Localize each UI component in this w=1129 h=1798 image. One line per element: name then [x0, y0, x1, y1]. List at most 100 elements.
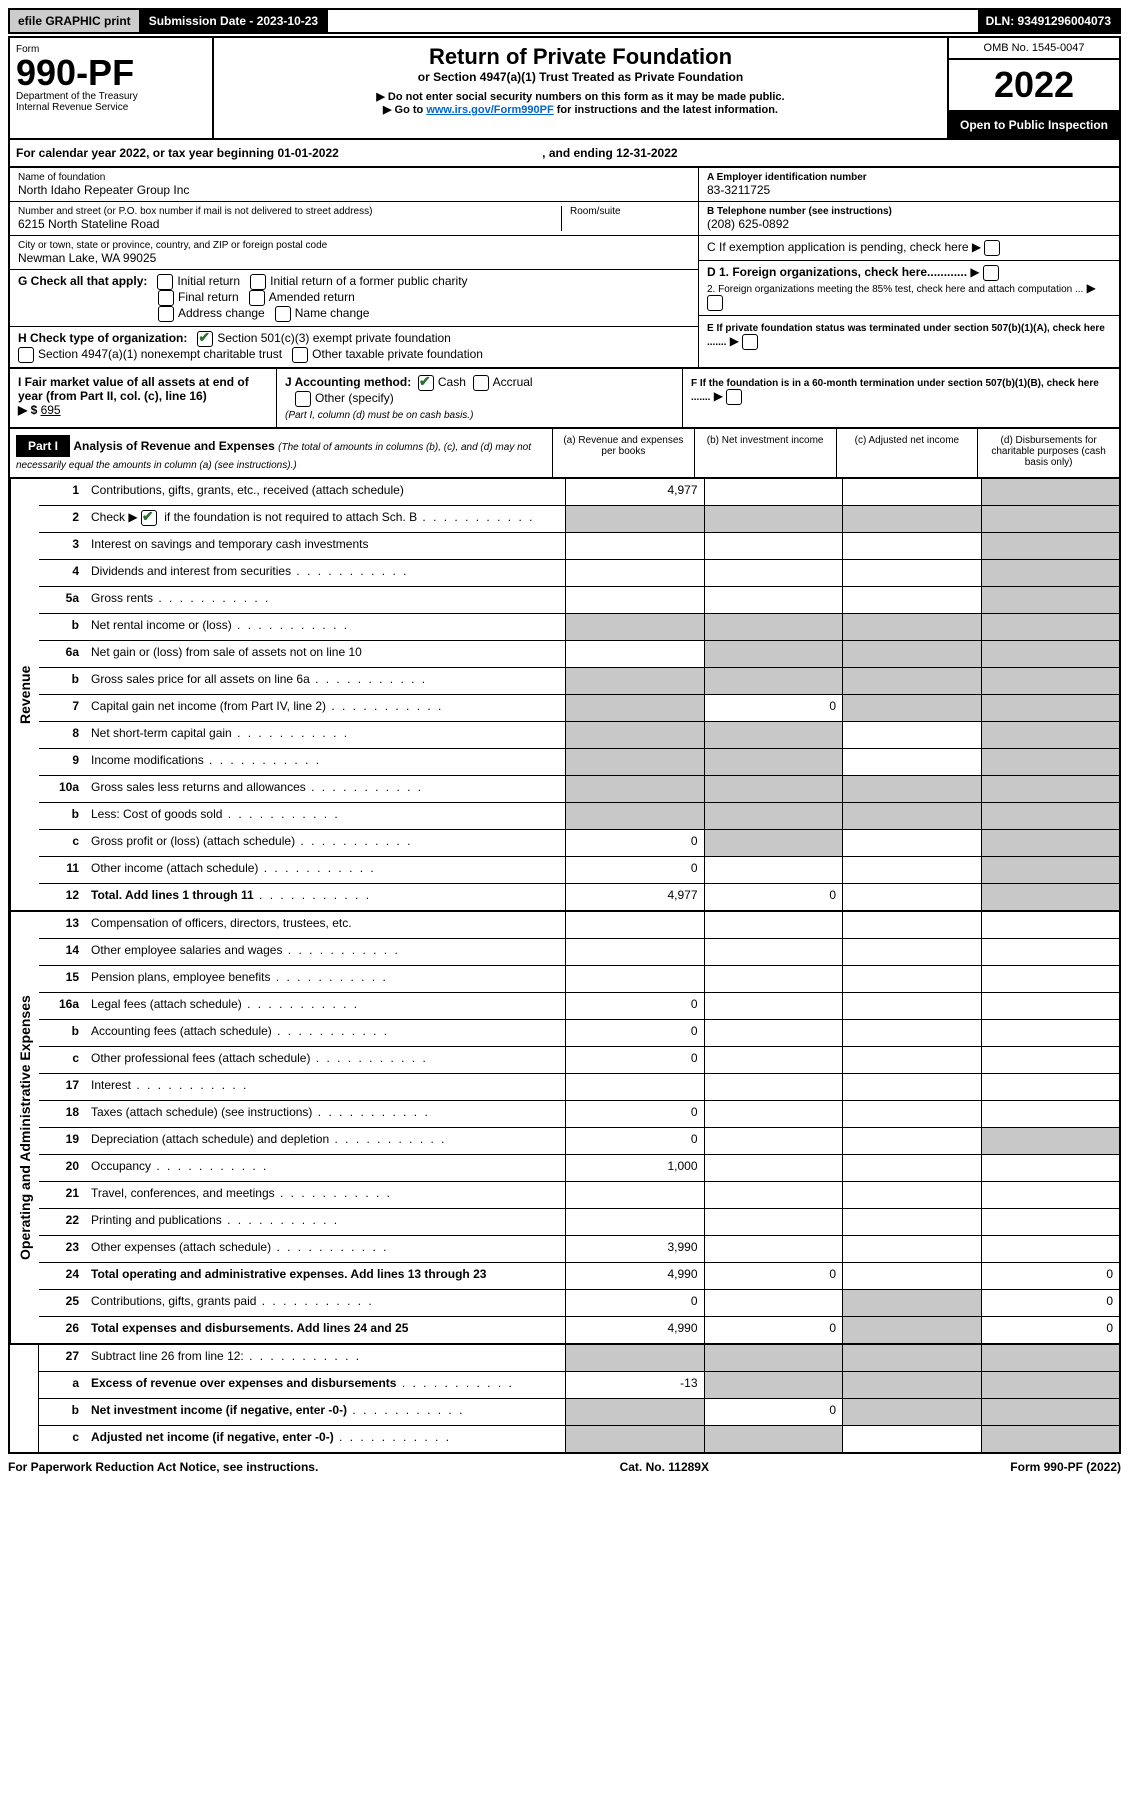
table-row: c Gross profit or (loss) (attach schedul…: [39, 830, 1119, 857]
table-row: 4 Dividends and interest from securities: [39, 560, 1119, 587]
table-row: c Other professional fees (attach schedu…: [39, 1047, 1119, 1074]
street-label: Number and street (or P.O. box number if…: [18, 206, 561, 217]
table-row: 21 Travel, conferences, and meetings: [39, 1182, 1119, 1209]
table-row: 6a Net gain or (loss) from sale of asset…: [39, 641, 1119, 668]
revenue-side-label: Revenue: [10, 479, 39, 910]
table-row: 14 Other employee salaries and wages: [39, 939, 1119, 966]
table-row: b Gross sales price for all assets on li…: [39, 668, 1119, 695]
entity-info: Name of foundation North Idaho Repeater …: [8, 168, 1121, 369]
amended-return-checkbox[interactable]: [249, 290, 265, 306]
street-address: 6215 North Stateline Road: [18, 217, 561, 231]
revenue-section: Revenue 1 Contributions, gifts, grants, …: [8, 479, 1121, 912]
irs-link[interactable]: www.irs.gov/Form990PF: [426, 104, 553, 116]
form-header: Form 990-PF Department of the Treasury I…: [8, 36, 1121, 140]
accrual-checkbox[interactable]: [473, 375, 489, 391]
foreign-org-checkbox[interactable]: [983, 265, 999, 281]
col-c-header: (c) Adjusted net income: [837, 429, 979, 477]
table-row: 3 Interest on savings and temporary cash…: [39, 533, 1119, 560]
table-row: 5a Gross rents: [39, 587, 1119, 614]
exemption-pending-checkbox[interactable]: [984, 240, 1000, 256]
phone-label: B Telephone number (see instructions): [707, 206, 1111, 217]
section-h: H Check type of organization: Section 50…: [10, 327, 698, 367]
60month-checkbox[interactable]: [726, 389, 742, 405]
fmv-label: I Fair market value of all assets at end…: [18, 375, 249, 403]
table-row: 16a Legal fees (attach schedule) 0: [39, 993, 1119, 1020]
former-charity-checkbox[interactable]: [250, 274, 266, 290]
calendar-year-row: For calendar year 2022, or tax year begi…: [8, 140, 1121, 168]
table-row: 1 Contributions, gifts, grants, etc., re…: [39, 479, 1119, 506]
section-i-j-f: I Fair market value of all assets at end…: [8, 369, 1121, 429]
4947-checkbox[interactable]: [18, 347, 34, 363]
form-number: 990-PF: [16, 55, 206, 91]
expense-section: Operating and Administrative Expenses 13…: [8, 912, 1121, 1345]
table-row: 2 Check ▶ if the foundation is not requi…: [39, 506, 1119, 533]
phone-value: (208) 625-0892: [707, 217, 1111, 231]
table-row: 25 Contributions, gifts, grants paid 0 0: [39, 1290, 1119, 1317]
table-row: b Accounting fees (attach schedule) 0: [39, 1020, 1119, 1047]
table-row: 24 Total operating and administrative ex…: [39, 1263, 1119, 1290]
col-b-header: (b) Net investment income: [695, 429, 837, 477]
form-title: Return of Private Foundation: [220, 44, 941, 70]
section-e: E If private foundation status was termi…: [699, 316, 1119, 354]
table-row: b Net investment income (if negative, en…: [39, 1399, 1119, 1426]
form-subtitle: or Section 4947(a)(1) Trust Treated as P…: [220, 70, 941, 84]
part1-label: Part I: [16, 435, 70, 457]
initial-return-checkbox[interactable]: [157, 274, 173, 290]
efile-print-button[interactable]: efile GRAPHIC print: [10, 10, 141, 32]
top-bar: efile GRAPHIC print Submission Date - 20…: [8, 8, 1121, 34]
table-row: 20 Occupancy 1,000: [39, 1155, 1119, 1182]
other-taxable-checkbox[interactable]: [292, 347, 308, 363]
table-row: b Less: Cost of goods sold: [39, 803, 1119, 830]
summary-section: 27 Subtract line 26 from line 12: a Exce…: [8, 1345, 1121, 1454]
table-row: a Excess of revenue over expenses and di…: [39, 1372, 1119, 1399]
city-label: City or town, state or province, country…: [18, 240, 690, 251]
expense-side-label: Operating and Administrative Expenses: [10, 912, 39, 1343]
tax-year: 2022: [949, 60, 1119, 112]
dln: DLN: 93491296004073: [978, 10, 1119, 32]
submission-date: Submission Date - 2023-10-23: [141, 10, 328, 32]
irs-label: Internal Revenue Service: [16, 102, 206, 113]
table-row: b Net rental income or (loss): [39, 614, 1119, 641]
table-row: 10a Gross sales less returns and allowan…: [39, 776, 1119, 803]
open-inspection: Open to Public Inspection: [949, 112, 1119, 138]
fmv-value: 695: [41, 403, 61, 417]
page-footer: For Paperwork Reduction Act Notice, see …: [8, 1454, 1121, 1480]
foreign-85-checkbox[interactable]: [707, 295, 723, 311]
name-label: Name of foundation: [18, 172, 690, 183]
table-row: 12 Total. Add lines 1 through 11 4,977 0: [39, 884, 1119, 910]
cat-number: Cat. No. 11289X: [620, 1460, 709, 1474]
table-row: 11 Other income (attach schedule) 0: [39, 857, 1119, 884]
ssn-note: ▶ Do not enter social security numbers o…: [220, 90, 941, 103]
section-c: C If exemption application is pending, c…: [699, 236, 1119, 261]
ein-value: 83-3211725: [707, 183, 1111, 197]
city-state-zip: Newman Lake, WA 99025: [18, 251, 690, 265]
table-row: 18 Taxes (attach schedule) (see instruct…: [39, 1101, 1119, 1128]
table-row: 15 Pension plans, employee benefits: [39, 966, 1119, 993]
501c3-checkbox[interactable]: [197, 331, 213, 347]
other-method-checkbox[interactable]: [295, 391, 311, 407]
name-change-checkbox[interactable]: [275, 306, 291, 322]
form-ref: Form 990-PF (2022): [1010, 1460, 1121, 1474]
goto-note: ▶ Go to www.irs.gov/Form990PF for instru…: [220, 103, 941, 116]
table-row: 9 Income modifications: [39, 749, 1119, 776]
table-row: 17 Interest: [39, 1074, 1119, 1101]
col-a-header: (a) Revenue and expenses per books: [553, 429, 695, 477]
sch-b-checkbox[interactable]: [141, 510, 157, 526]
table-row: 27 Subtract line 26 from line 12:: [39, 1345, 1119, 1372]
omb-number: OMB No. 1545-0047: [949, 38, 1119, 60]
table-row: 19 Depreciation (attach schedule) and de…: [39, 1128, 1119, 1155]
address-change-checkbox[interactable]: [158, 306, 174, 322]
foundation-name: North Idaho Repeater Group Inc: [18, 183, 690, 197]
ein-label: A Employer identification number: [707, 172, 1111, 183]
table-row: 13 Compensation of officers, directors, …: [39, 912, 1119, 939]
dept-label: Department of the Treasury: [16, 91, 206, 102]
final-return-checkbox[interactable]: [158, 290, 174, 306]
table-row: 7 Capital gain net income (from Part IV,…: [39, 695, 1119, 722]
col-d-header: (d) Disbursements for charitable purpose…: [978, 429, 1119, 477]
room-label: Room/suite: [570, 206, 690, 217]
cash-checkbox[interactable]: [418, 375, 434, 391]
paperwork-notice: For Paperwork Reduction Act Notice, see …: [8, 1460, 318, 1474]
status-terminated-checkbox[interactable]: [742, 334, 758, 350]
part1-header: Part I Analysis of Revenue and Expenses …: [8, 429, 1121, 479]
table-row: 23 Other expenses (attach schedule) 3,99…: [39, 1236, 1119, 1263]
